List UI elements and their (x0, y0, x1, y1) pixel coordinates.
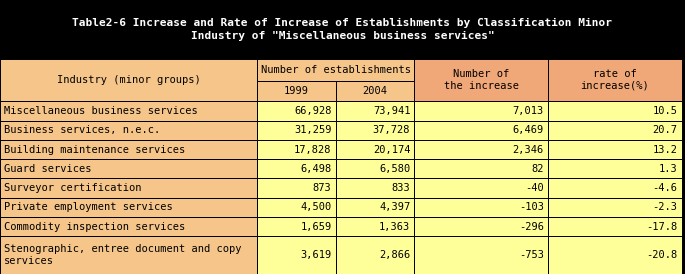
Text: 1,659: 1,659 (300, 222, 332, 232)
Text: 6,469: 6,469 (512, 125, 544, 135)
Text: -103: -103 (519, 202, 544, 212)
Bar (0, 217, 257, 236)
Text: 6,580: 6,580 (379, 164, 410, 174)
Bar (257, 140, 336, 159)
Bar (257, 159, 336, 178)
Bar (257, 81, 336, 101)
Text: Miscellaneous business services: Miscellaneous business services (4, 106, 198, 116)
Text: 833: 833 (392, 183, 410, 193)
Bar (0, 198, 257, 217)
Text: 1,363: 1,363 (379, 222, 410, 232)
Text: -20.8: -20.8 (646, 250, 677, 260)
Text: 20,174: 20,174 (373, 144, 410, 155)
Bar (548, 121, 682, 140)
Bar (0, 140, 257, 159)
Text: 3,619: 3,619 (300, 250, 332, 260)
Bar (548, 140, 682, 159)
Bar (336, 217, 414, 236)
Bar (0, 121, 257, 140)
Text: Private employment services: Private employment services (4, 202, 173, 212)
Text: 2,866: 2,866 (379, 250, 410, 260)
Bar (257, 198, 336, 217)
Bar (0, 0, 685, 59)
Bar (257, 178, 336, 198)
Text: 4,500: 4,500 (300, 202, 332, 212)
Bar (0, 59, 257, 101)
Text: Commodity inspection services: Commodity inspection services (4, 222, 186, 232)
Bar (0, 236, 257, 274)
Bar (414, 140, 548, 159)
Bar (336, 121, 414, 140)
Bar (548, 101, 682, 121)
Bar (336, 178, 414, 198)
Text: 17,828: 17,828 (294, 144, 332, 155)
Text: 7,013: 7,013 (512, 106, 544, 116)
Text: Business services, n.e.c.: Business services, n.e.c. (4, 125, 160, 135)
Text: Industry (minor groups): Industry (minor groups) (57, 75, 200, 85)
Bar (548, 59, 682, 101)
Text: 10.5: 10.5 (653, 106, 677, 116)
Text: 4,397: 4,397 (379, 202, 410, 212)
Text: 13.2: 13.2 (653, 144, 677, 155)
Text: 66,928: 66,928 (294, 106, 332, 116)
Bar (414, 217, 548, 236)
Text: Table2-6 Increase and Rate of Increase of Establishments by Classification Minor: Table2-6 Increase and Rate of Increase o… (73, 18, 612, 41)
Bar (414, 101, 548, 121)
Bar (0, 178, 257, 198)
Bar (548, 178, 682, 198)
Bar (548, 159, 682, 178)
Bar (414, 198, 548, 217)
Bar (257, 101, 336, 121)
Bar (414, 59, 548, 101)
Bar (336, 81, 414, 101)
Text: 2004: 2004 (362, 86, 388, 96)
Text: 2,346: 2,346 (512, 144, 544, 155)
Text: Surveyor certification: Surveyor certification (4, 183, 142, 193)
Bar (336, 140, 414, 159)
Bar (336, 101, 414, 121)
Text: Building maintenance services: Building maintenance services (4, 144, 186, 155)
Text: 6,498: 6,498 (300, 164, 332, 174)
Bar (336, 198, 414, 217)
Bar (0, 101, 257, 121)
Bar (414, 159, 548, 178)
Text: -40: -40 (525, 183, 544, 193)
Text: -2.3: -2.3 (653, 202, 677, 212)
Bar (257, 59, 414, 81)
Bar (336, 159, 414, 178)
Bar (548, 217, 682, 236)
Bar (0, 159, 257, 178)
Text: 31,259: 31,259 (294, 125, 332, 135)
Text: Guard services: Guard services (4, 164, 92, 174)
Text: -753: -753 (519, 250, 544, 260)
Text: Number of establishments: Number of establishments (261, 65, 410, 75)
Bar (548, 236, 682, 274)
Bar (414, 121, 548, 140)
Text: 82: 82 (532, 164, 544, 174)
Text: 1.3: 1.3 (659, 164, 677, 174)
Text: 873: 873 (313, 183, 332, 193)
Bar (257, 217, 336, 236)
Text: 73,941: 73,941 (373, 106, 410, 116)
Text: rate of
increase(%): rate of increase(%) (580, 69, 649, 91)
Text: Stenographic, entree document and copy
services: Stenographic, entree document and copy s… (4, 244, 242, 266)
Bar (414, 178, 548, 198)
Text: 37,728: 37,728 (373, 125, 410, 135)
Bar (257, 121, 336, 140)
Text: Number of
the increase: Number of the increase (444, 69, 519, 91)
Text: 20.7: 20.7 (653, 125, 677, 135)
Bar (548, 198, 682, 217)
Text: -296: -296 (519, 222, 544, 232)
Text: -4.6: -4.6 (653, 183, 677, 193)
Bar (257, 236, 336, 274)
Bar (414, 236, 548, 274)
Bar (336, 236, 414, 274)
Text: 1999: 1999 (284, 86, 309, 96)
Text: -17.8: -17.8 (646, 222, 677, 232)
